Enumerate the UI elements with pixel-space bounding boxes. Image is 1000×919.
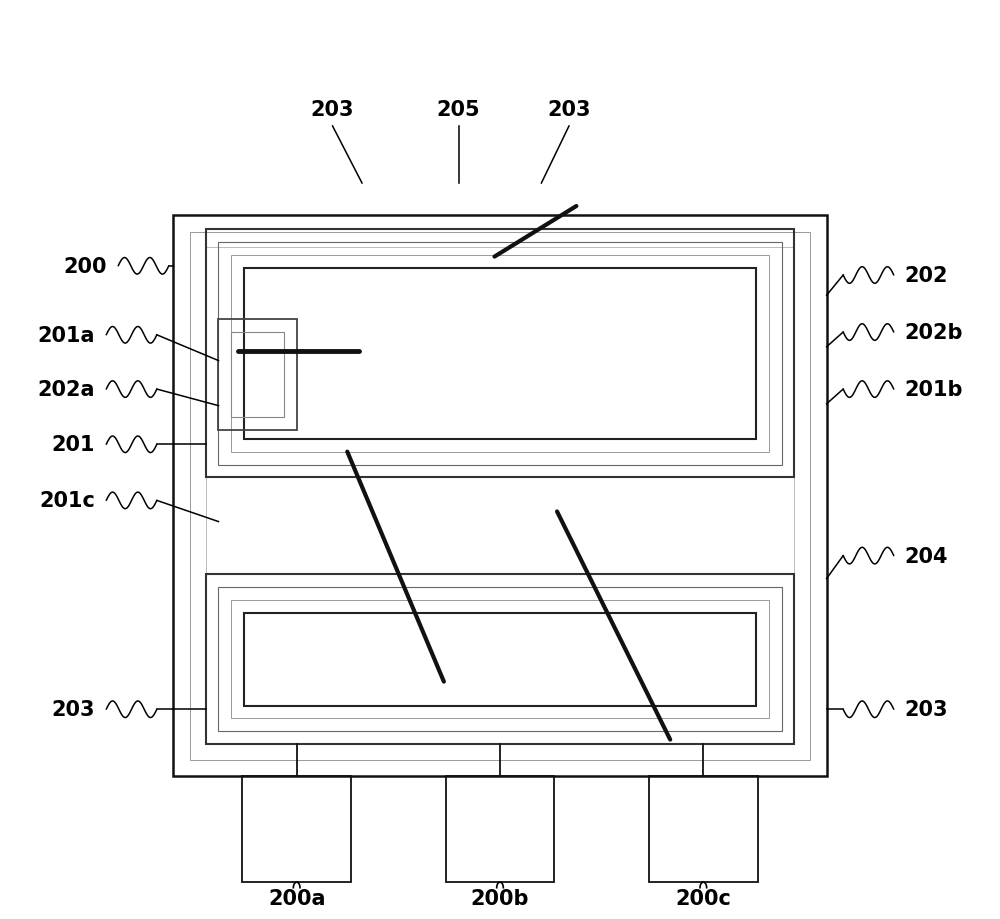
- Text: 205: 205: [437, 99, 480, 119]
- Text: 201c: 201c: [39, 491, 95, 511]
- Text: 203: 203: [311, 99, 354, 119]
- Bar: [218, 243, 782, 465]
- Text: 202: 202: [905, 266, 948, 286]
- Text: 200b: 200b: [471, 888, 529, 908]
- Text: 203: 203: [905, 699, 948, 720]
- Bar: [231, 600, 769, 719]
- Bar: [242, 777, 351, 882]
- Text: 203: 203: [52, 699, 95, 720]
- Text: 201a: 201a: [38, 325, 95, 346]
- Bar: [206, 574, 794, 744]
- Bar: [231, 333, 284, 417]
- Text: 201: 201: [52, 435, 95, 455]
- Bar: [446, 777, 554, 882]
- Text: 200c: 200c: [675, 888, 731, 908]
- Text: 202a: 202a: [38, 380, 95, 400]
- Bar: [231, 255, 769, 452]
- Text: 202b: 202b: [905, 323, 963, 343]
- Bar: [206, 248, 794, 744]
- Bar: [218, 320, 297, 430]
- Bar: [206, 230, 794, 478]
- Text: 204: 204: [905, 546, 948, 566]
- Bar: [190, 233, 810, 760]
- Text: 201b: 201b: [905, 380, 963, 400]
- Bar: [173, 216, 827, 777]
- Text: 200a: 200a: [268, 888, 325, 908]
- Bar: [244, 613, 756, 706]
- Bar: [649, 777, 758, 882]
- Text: 200: 200: [64, 256, 107, 277]
- Bar: [218, 587, 782, 732]
- Text: 203: 203: [547, 99, 591, 119]
- Bar: [244, 268, 756, 439]
